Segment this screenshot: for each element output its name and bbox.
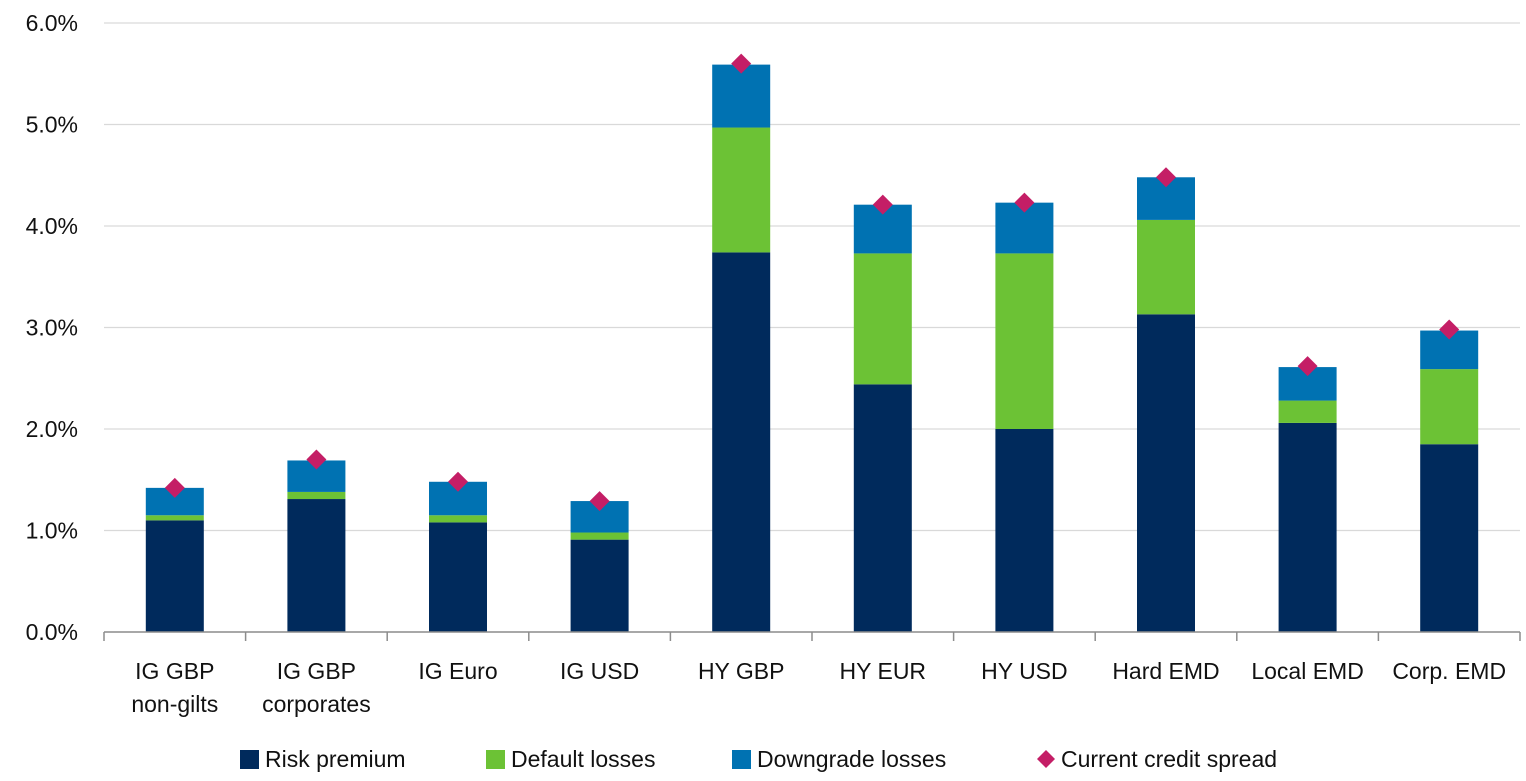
bar-default-losses: [570, 532, 629, 540]
spread-marker: [1297, 356, 1318, 377]
legend-label: Risk premium: [265, 746, 406, 772]
spread-marker: [731, 53, 752, 74]
spread-marker: [448, 471, 468, 492]
bars: [145, 64, 1479, 632]
bar-risk-premium: [995, 429, 1054, 632]
category-label: Hard EMD: [1112, 658, 1219, 684]
bar-default-losses: [1137, 219, 1195, 315]
legend-label: Downgrade losses: [757, 746, 946, 772]
spread-marker: [306, 449, 327, 470]
bar-default-losses: [853, 253, 912, 385]
bar-risk-premium: [287, 499, 346, 632]
bar-risk-premium: [712, 252, 771, 632]
bar-default-losses: [429, 515, 487, 523]
category-label: non-gilts: [131, 691, 218, 717]
category-label: HY EUR: [840, 658, 927, 684]
legend-label: Default losses: [511, 746, 655, 772]
category-label: Local EMD: [1251, 658, 1363, 684]
bar-default-losses: [1278, 400, 1337, 423]
bar-downgrade-losses: [712, 64, 771, 128]
bar-risk-premium: [570, 539, 629, 632]
bar-default-losses: [287, 491, 346, 500]
bar-risk-premium: [853, 384, 912, 632]
bar-risk-premium: [145, 520, 204, 632]
legend-swatch: [732, 750, 751, 769]
x-axis-labels: IG GBP non-gilts IG GBP corporates IG Euro IG…: [131, 658, 1506, 717]
legend-swatch: [240, 750, 259, 769]
y-tick-label: 3.0%: [26, 315, 78, 341]
bar-risk-premium: [1278, 422, 1337, 632]
category-label: IG GBP: [277, 658, 356, 684]
spread-marker: [1439, 319, 1460, 340]
category-label: IG USD: [560, 658, 639, 684]
y-tick-label: 6.0%: [26, 10, 78, 36]
spread-marker: [164, 477, 185, 498]
y-axis-ticks: 0.0% 1.0% 2.0% 3.0% 4.0% 5.0% 6.0%: [26, 10, 78, 645]
bar-default-losses: [995, 253, 1054, 429]
y-tick-label: 0.0%: [26, 619, 78, 645]
category-label: HY USD: [981, 658, 1068, 684]
category-label: IG Euro: [418, 658, 497, 684]
bar-default-losses: [712, 127, 771, 253]
spread-markers: [164, 53, 1460, 512]
y-tick-label: 1.0%: [26, 518, 78, 544]
legend: Risk premium Default losses Downgrade loss…: [240, 746, 1277, 772]
bar-risk-premium: [1137, 314, 1195, 632]
category-label: corporates: [262, 691, 371, 717]
spread-marker: [1014, 192, 1035, 213]
legend-marker-icon: [1037, 750, 1055, 768]
bar-risk-premium: [429, 522, 487, 632]
spread-marker: [589, 491, 610, 512]
category-label: IG GBP: [135, 658, 214, 684]
legend-label: Current credit spread: [1061, 746, 1277, 772]
bar-default-losses: [145, 515, 204, 521]
bar-risk-premium: [1420, 444, 1479, 632]
spread-marker: [1156, 167, 1176, 188]
y-tick-label: 2.0%: [26, 416, 78, 442]
category-label: HY GBP: [698, 658, 785, 684]
y-tick-label: 5.0%: [26, 112, 78, 138]
legend-swatch: [486, 750, 505, 769]
y-tick-label: 4.0%: [26, 213, 78, 239]
bar-default-losses: [1420, 369, 1479, 445]
spread-marker: [872, 194, 893, 215]
x-axis: [103, 631, 1521, 641]
category-label: Corp. EMD: [1392, 658, 1506, 684]
